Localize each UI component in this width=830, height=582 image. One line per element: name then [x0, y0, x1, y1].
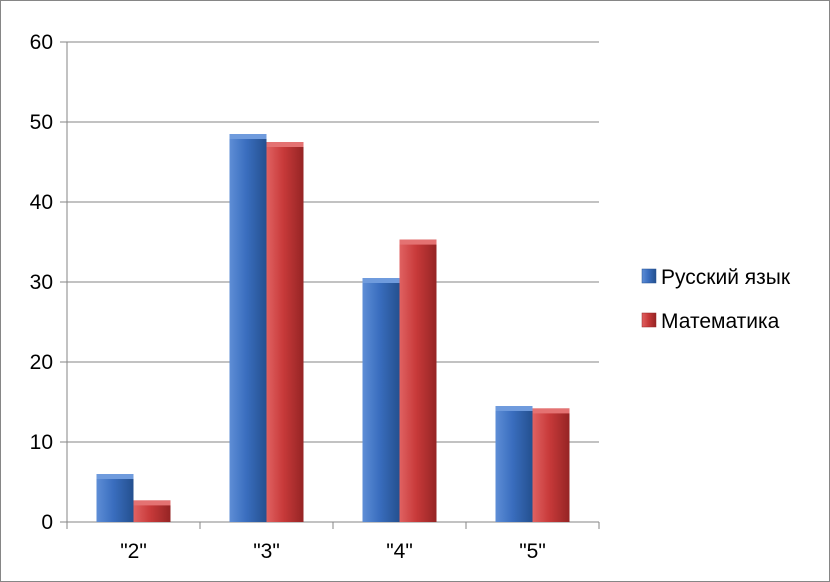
legend-item: Русский язык [641, 266, 791, 289]
y-tick-label: 10 [30, 431, 53, 454]
bar-body [362, 278, 400, 522]
bar-body [495, 406, 533, 522]
legend-item: Математика [641, 310, 780, 333]
legend-swatch [641, 312, 657, 328]
bar-series-1 [96, 474, 134, 522]
bar-series-1 [229, 134, 267, 522]
bar-top-bevel [495, 406, 533, 411]
legend-label: Математика [661, 310, 780, 333]
legend-label: Русский язык [661, 266, 791, 289]
y-tick-label: 0 [41, 511, 53, 534]
bar-top-bevel [532, 408, 570, 414]
bar-body [399, 239, 437, 522]
y-tick-labels: 0 10 20 30 40 50 60 [30, 31, 53, 534]
legend-swatch [641, 268, 657, 284]
y-tick-label: 40 [30, 191, 53, 214]
bar-series-2 [532, 408, 570, 522]
bars [96, 134, 570, 522]
y-tick-label: 60 [30, 31, 53, 54]
x-tick-labels: "2" "3" "4" "5" [120, 540, 546, 563]
bar-series-2 [399, 239, 437, 522]
x-tick-label: "4" [386, 540, 413, 563]
bar-series-2 [133, 500, 171, 522]
x-tick-label: "2" [120, 540, 147, 563]
bar-body [96, 474, 134, 522]
legend: Русский язык Математика [641, 266, 791, 333]
bar-top-bevel [399, 239, 437, 245]
bar-body [532, 408, 570, 522]
bar-series-1 [495, 406, 533, 522]
bar-series-2 [266, 142, 304, 522]
x-tick-label: "5" [519, 540, 546, 563]
bar-series-1 [362, 278, 400, 522]
bar-body [133, 500, 171, 522]
bar-body [229, 134, 267, 522]
y-tick-label: 30 [30, 271, 53, 294]
bar-top-bevel [229, 134, 267, 139]
y-tick-label: 50 [30, 111, 53, 134]
x-tick-label: "3" [253, 540, 280, 563]
bar-top-bevel [362, 278, 400, 283]
bar-top-bevel [96, 474, 134, 479]
grid-lines [67, 41, 599, 443]
bar-body [266, 142, 304, 522]
y-tick-label: 20 [30, 351, 53, 374]
bar-top-bevel [133, 500, 171, 506]
bar-top-bevel [266, 142, 304, 147]
